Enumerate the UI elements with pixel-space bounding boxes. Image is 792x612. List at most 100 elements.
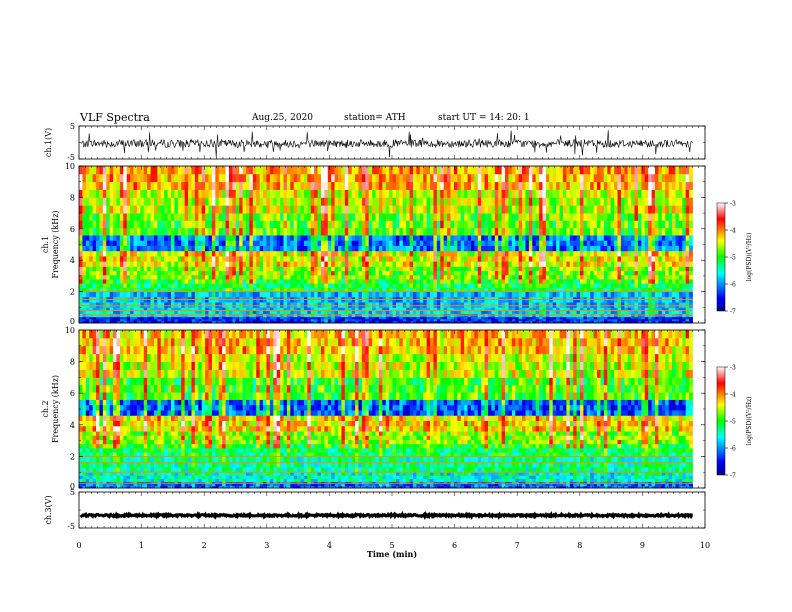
heatmap-cell [119,245,124,252]
heatmap-cell [82,274,87,280]
heatmap-cell [218,283,223,288]
heatmap-cell [198,318,203,322]
heatmap-cell [341,261,346,267]
heatmap-cell [259,189,264,198]
heatmap-cell [487,310,492,314]
heatmap-cell [307,283,312,288]
heatmap-cell [433,235,438,241]
heatmap-cell [603,307,608,311]
heatmap-cell [205,270,209,276]
heatmap-cell [634,302,639,308]
heatmap-cell [153,235,158,241]
heatmap-cell [150,270,155,276]
heatmap-cell [477,189,482,198]
heatmap-cell [133,270,138,276]
heatmap-cell [228,235,233,241]
heatmap-cell [361,316,366,320]
heatmap-cell [171,250,175,257]
heatmap-cell [358,245,363,252]
heatmap-cell [191,240,196,246]
heatmap-cell [143,320,148,324]
heatmap-cell [344,274,349,280]
heatmap-cell [569,318,574,322]
heatmap-cell [269,256,274,262]
heatmap-cell [246,307,250,311]
heatmap-cell [249,316,254,320]
heatmap-cell [450,283,455,288]
heatmap-cell [324,256,329,262]
heatmap-cell [426,220,431,229]
heatmap-cell [597,318,601,322]
heatmap-cell [464,279,468,284]
heatmap-cell [440,291,445,298]
heatmap-cell [314,279,318,284]
heatmap-cell [505,227,509,236]
heatmap-cell [79,245,83,252]
heatmap-cell [276,256,281,262]
heatmap-cell [668,316,673,320]
heatmap-cell [256,270,261,276]
heatmap-cell [344,287,349,292]
heatmap-cell [368,261,373,267]
heatmap-cell [562,270,567,276]
heatmap-cell [586,245,591,252]
heatmap-cell [668,302,673,308]
heatmap-cell [600,227,605,236]
heatmap-cell [484,240,489,246]
heatmap-cell [225,266,230,272]
heatmap-cell [286,287,291,292]
heatmap-cell [324,220,329,229]
heatmap-cell [164,291,169,298]
heatmap-cell [239,240,243,246]
heatmap-cell [249,302,254,308]
heatmap-cell [402,213,407,221]
heatmap-cell [423,240,428,246]
heatmap-cell [215,283,220,288]
heatmap-cell [331,235,336,241]
heatmap-cell [280,245,284,252]
heatmap-cell [96,266,100,272]
heatmap-cell [249,205,254,214]
heatmap-cell [552,250,557,257]
heatmap-cell [273,302,278,308]
heatmap-cell [194,310,199,314]
heatmap-cell [562,227,567,236]
heatmap-cell [113,189,117,198]
heatmap-cell [256,310,261,314]
heatmap-cell [634,256,639,262]
heatmap-cell [552,213,557,221]
heatmap-cell [310,245,315,252]
heatmap-cell [239,274,243,280]
heatmap-cell [167,205,172,214]
heatmap-cell [109,302,114,308]
heatmap-cell [419,274,424,280]
heatmap-cell [334,227,339,236]
heatmap-cell [501,279,506,284]
heatmap-cell [188,266,192,272]
heatmap-cell [644,307,649,311]
heatmap-cell [399,316,404,320]
heatmap-cell [228,283,233,288]
heatmap-cell [528,279,533,284]
heatmap-cell [569,220,574,229]
heatmap-cell [256,213,261,221]
heatmap-cell [484,310,489,314]
heatmap-cell [416,310,421,314]
heatmap-cell [419,302,424,308]
heatmap-cell [590,197,595,206]
heatmap-cell [528,287,533,292]
heatmap-cell [467,287,472,292]
heatmap-cell [654,213,659,221]
heatmap-cell [447,181,451,190]
heatmap-cell [651,213,656,221]
heatmap-cell [266,279,271,284]
heatmap-cell [447,220,451,229]
heatmap-cell [610,320,615,324]
heatmap-cell [269,291,274,298]
heatmap-cell [228,320,233,324]
heatmap-cell [624,213,629,221]
heatmap-cell [372,189,376,198]
heatmap-cell [92,318,97,322]
heatmap-cell [491,245,496,252]
heatmap-cell [498,205,503,214]
